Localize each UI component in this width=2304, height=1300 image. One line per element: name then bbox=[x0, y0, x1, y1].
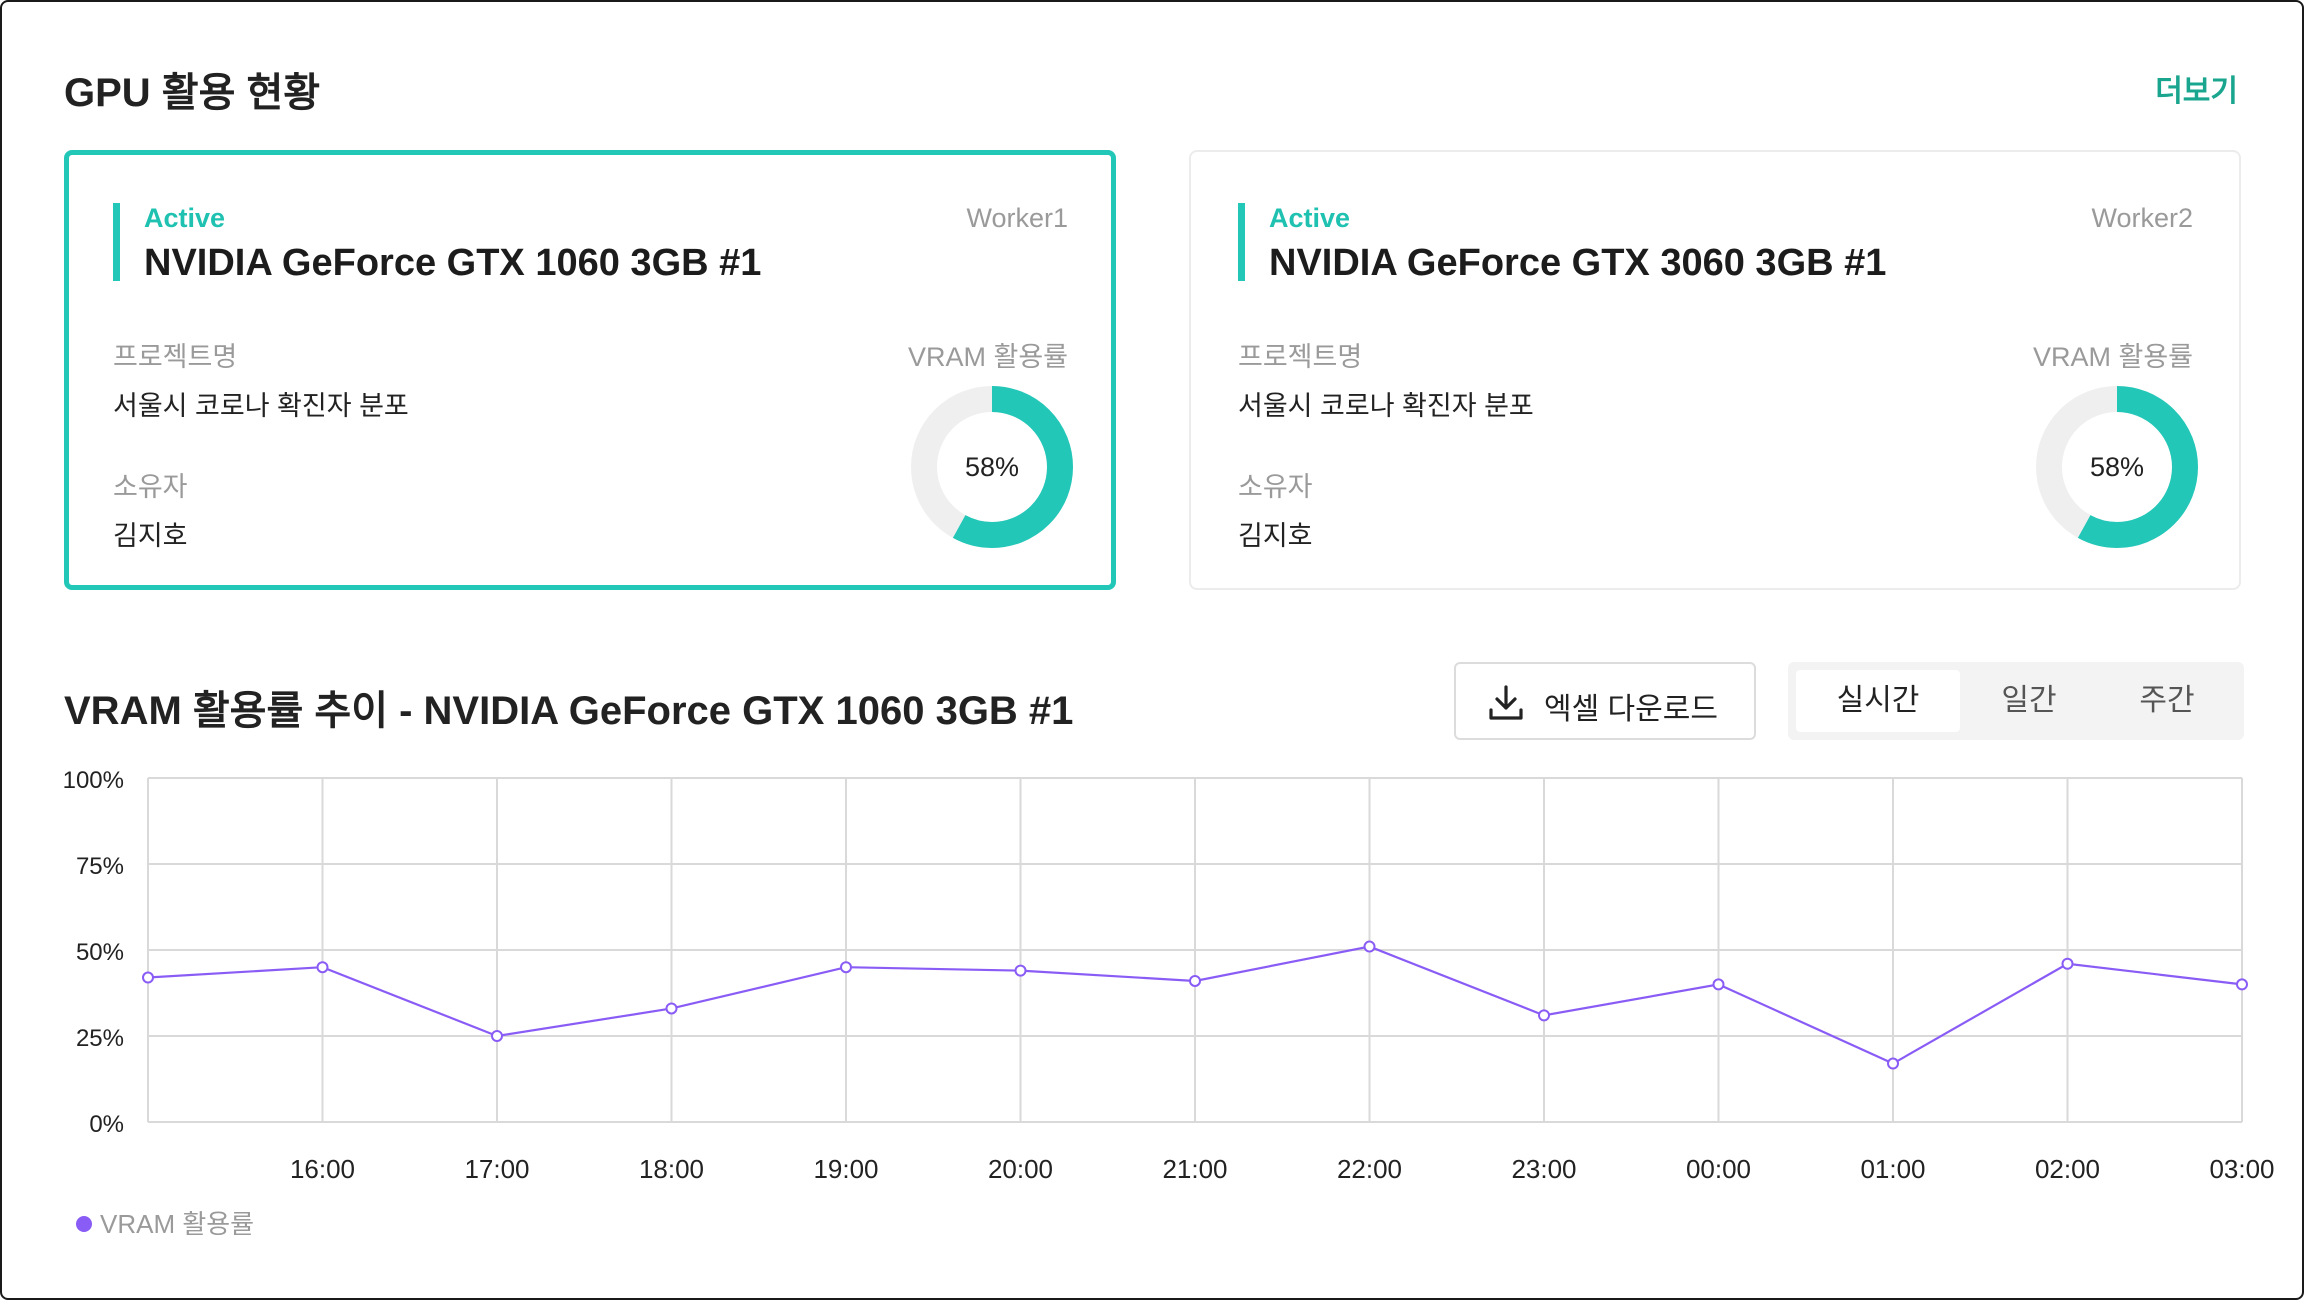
x-tick-label: 18:00 bbox=[639, 1154, 704, 1184]
owner-value: 김지호 bbox=[1238, 521, 1313, 551]
vram-donut-chart bbox=[2036, 386, 2198, 548]
data-point bbox=[2061, 957, 2074, 970]
data-point bbox=[491, 1030, 503, 1042]
vram-percent-text: 58% bbox=[964, 452, 1020, 482]
y-tick-label: 25% bbox=[76, 1025, 124, 1052]
x-tick-label: 03:00 bbox=[2209, 1154, 2274, 1184]
chart-legend: VRAM 활용률 bbox=[76, 1204, 254, 1241]
x-tick-label: 16:00 bbox=[290, 1154, 355, 1184]
data-point bbox=[1712, 978, 1725, 991]
owner-label: 소유자 bbox=[113, 472, 188, 502]
worker-label: Worker2 bbox=[2091, 203, 2193, 233]
y-tick-label: 0% bbox=[89, 1111, 124, 1138]
gpu-name: NVIDIA GeForce GTX 1060 3GB #1 bbox=[144, 242, 762, 284]
legend-marker bbox=[76, 1216, 92, 1233]
worker-label: Worker1 bbox=[966, 203, 1068, 233]
data-point bbox=[1887, 1057, 1899, 1070]
donut-fill bbox=[911, 386, 1073, 548]
x-tick-label: 02:00 bbox=[2035, 1154, 2100, 1184]
x-tick-label: 22:00 bbox=[1337, 1154, 1402, 1184]
gpu-status: Active bbox=[1269, 203, 1351, 233]
vram-label: VRAM 활용률 bbox=[907, 342, 1068, 372]
range-tabs: 실시간 일간 주간 bbox=[1788, 662, 2244, 740]
legend-label: VRAM 활용률 bbox=[100, 1209, 255, 1239]
tab-weekly[interactable]: 주간 bbox=[2139, 684, 2195, 717]
card-accent-bar bbox=[1238, 203, 1245, 281]
data-point bbox=[840, 961, 852, 974]
vram-label: VRAM 활용률 bbox=[2032, 342, 2193, 372]
gpu-name: NVIDIA GeForce GTX 3060 3GB #1 bbox=[1269, 242, 1887, 284]
more-link[interactable]: 더보기 bbox=[2155, 75, 2238, 108]
excel-download-button[interactable]: 엑셀 다운로드 bbox=[1454, 662, 1756, 740]
vram-trend-chart: 0% 25% 50% 75% 100% 16:00 17:00 18:00 19:00 20:00… bbox=[63, 767, 2275, 1184]
x-tick-label: 20:00 bbox=[988, 1154, 1053, 1184]
download-icon bbox=[1489, 685, 1523, 720]
gpu-status: Active bbox=[144, 203, 226, 233]
owner-value: 김지호 bbox=[113, 521, 188, 551]
vram-donut-chart bbox=[911, 386, 1073, 548]
data-point bbox=[142, 971, 154, 984]
project-label: 프로젝트명 bbox=[113, 342, 238, 372]
x-tick-label: 01:00 bbox=[1860, 1154, 1925, 1184]
tab-daily[interactable]: 일간 bbox=[2001, 684, 2057, 717]
data-point bbox=[1189, 974, 1201, 987]
donut-fill bbox=[2036, 386, 2198, 548]
x-tick-label: 19:00 bbox=[813, 1154, 878, 1184]
gpu-card-worker1[interactable]: Active NVIDIA GeForce GTX 1060 3GB #1 Wo… bbox=[64, 150, 1116, 590]
y-tick-label: 50% bbox=[76, 939, 124, 966]
gpu-usage-title: GPU 활용 현황 bbox=[64, 71, 321, 115]
data-point bbox=[1363, 940, 1376, 953]
data-point bbox=[1538, 1009, 1550, 1022]
gpu-card-worker2[interactable]: Active NVIDIA GeForce GTX 3060 3GB #1 Wo… bbox=[1189, 150, 2241, 590]
x-tick-label: 23:00 bbox=[1511, 1154, 1576, 1184]
excel-download-label: 엑셀 다운로드 bbox=[1544, 693, 1718, 726]
y-tick-label: 100% bbox=[63, 767, 124, 794]
data-point bbox=[1014, 964, 1027, 977]
project-value: 서울시 코로나 확진자 분포 bbox=[113, 391, 409, 421]
x-tick-label: 21:00 bbox=[1162, 1154, 1227, 1184]
data-point bbox=[665, 1002, 678, 1015]
project-label: 프로젝트명 bbox=[1238, 342, 1363, 372]
data-point bbox=[316, 961, 329, 974]
x-tick-label: 00:00 bbox=[1686, 1154, 1751, 1184]
tab-realtime[interactable]: 실시간 bbox=[1796, 670, 1960, 732]
owner-label: 소유자 bbox=[1238, 472, 1313, 502]
project-value: 서울시 코로나 확진자 분포 bbox=[1238, 391, 1534, 421]
data-point bbox=[2236, 978, 2248, 991]
vram-percent-text: 58% bbox=[2089, 452, 2145, 482]
x-tick-label: 17:00 bbox=[464, 1154, 529, 1184]
y-tick-label: 75% bbox=[76, 853, 124, 880]
vram-trend-title: VRAM 활용률 추이 - NVIDIA GeForce GTX 1060 3G… bbox=[64, 689, 1074, 733]
card-accent-bar bbox=[113, 203, 120, 281]
